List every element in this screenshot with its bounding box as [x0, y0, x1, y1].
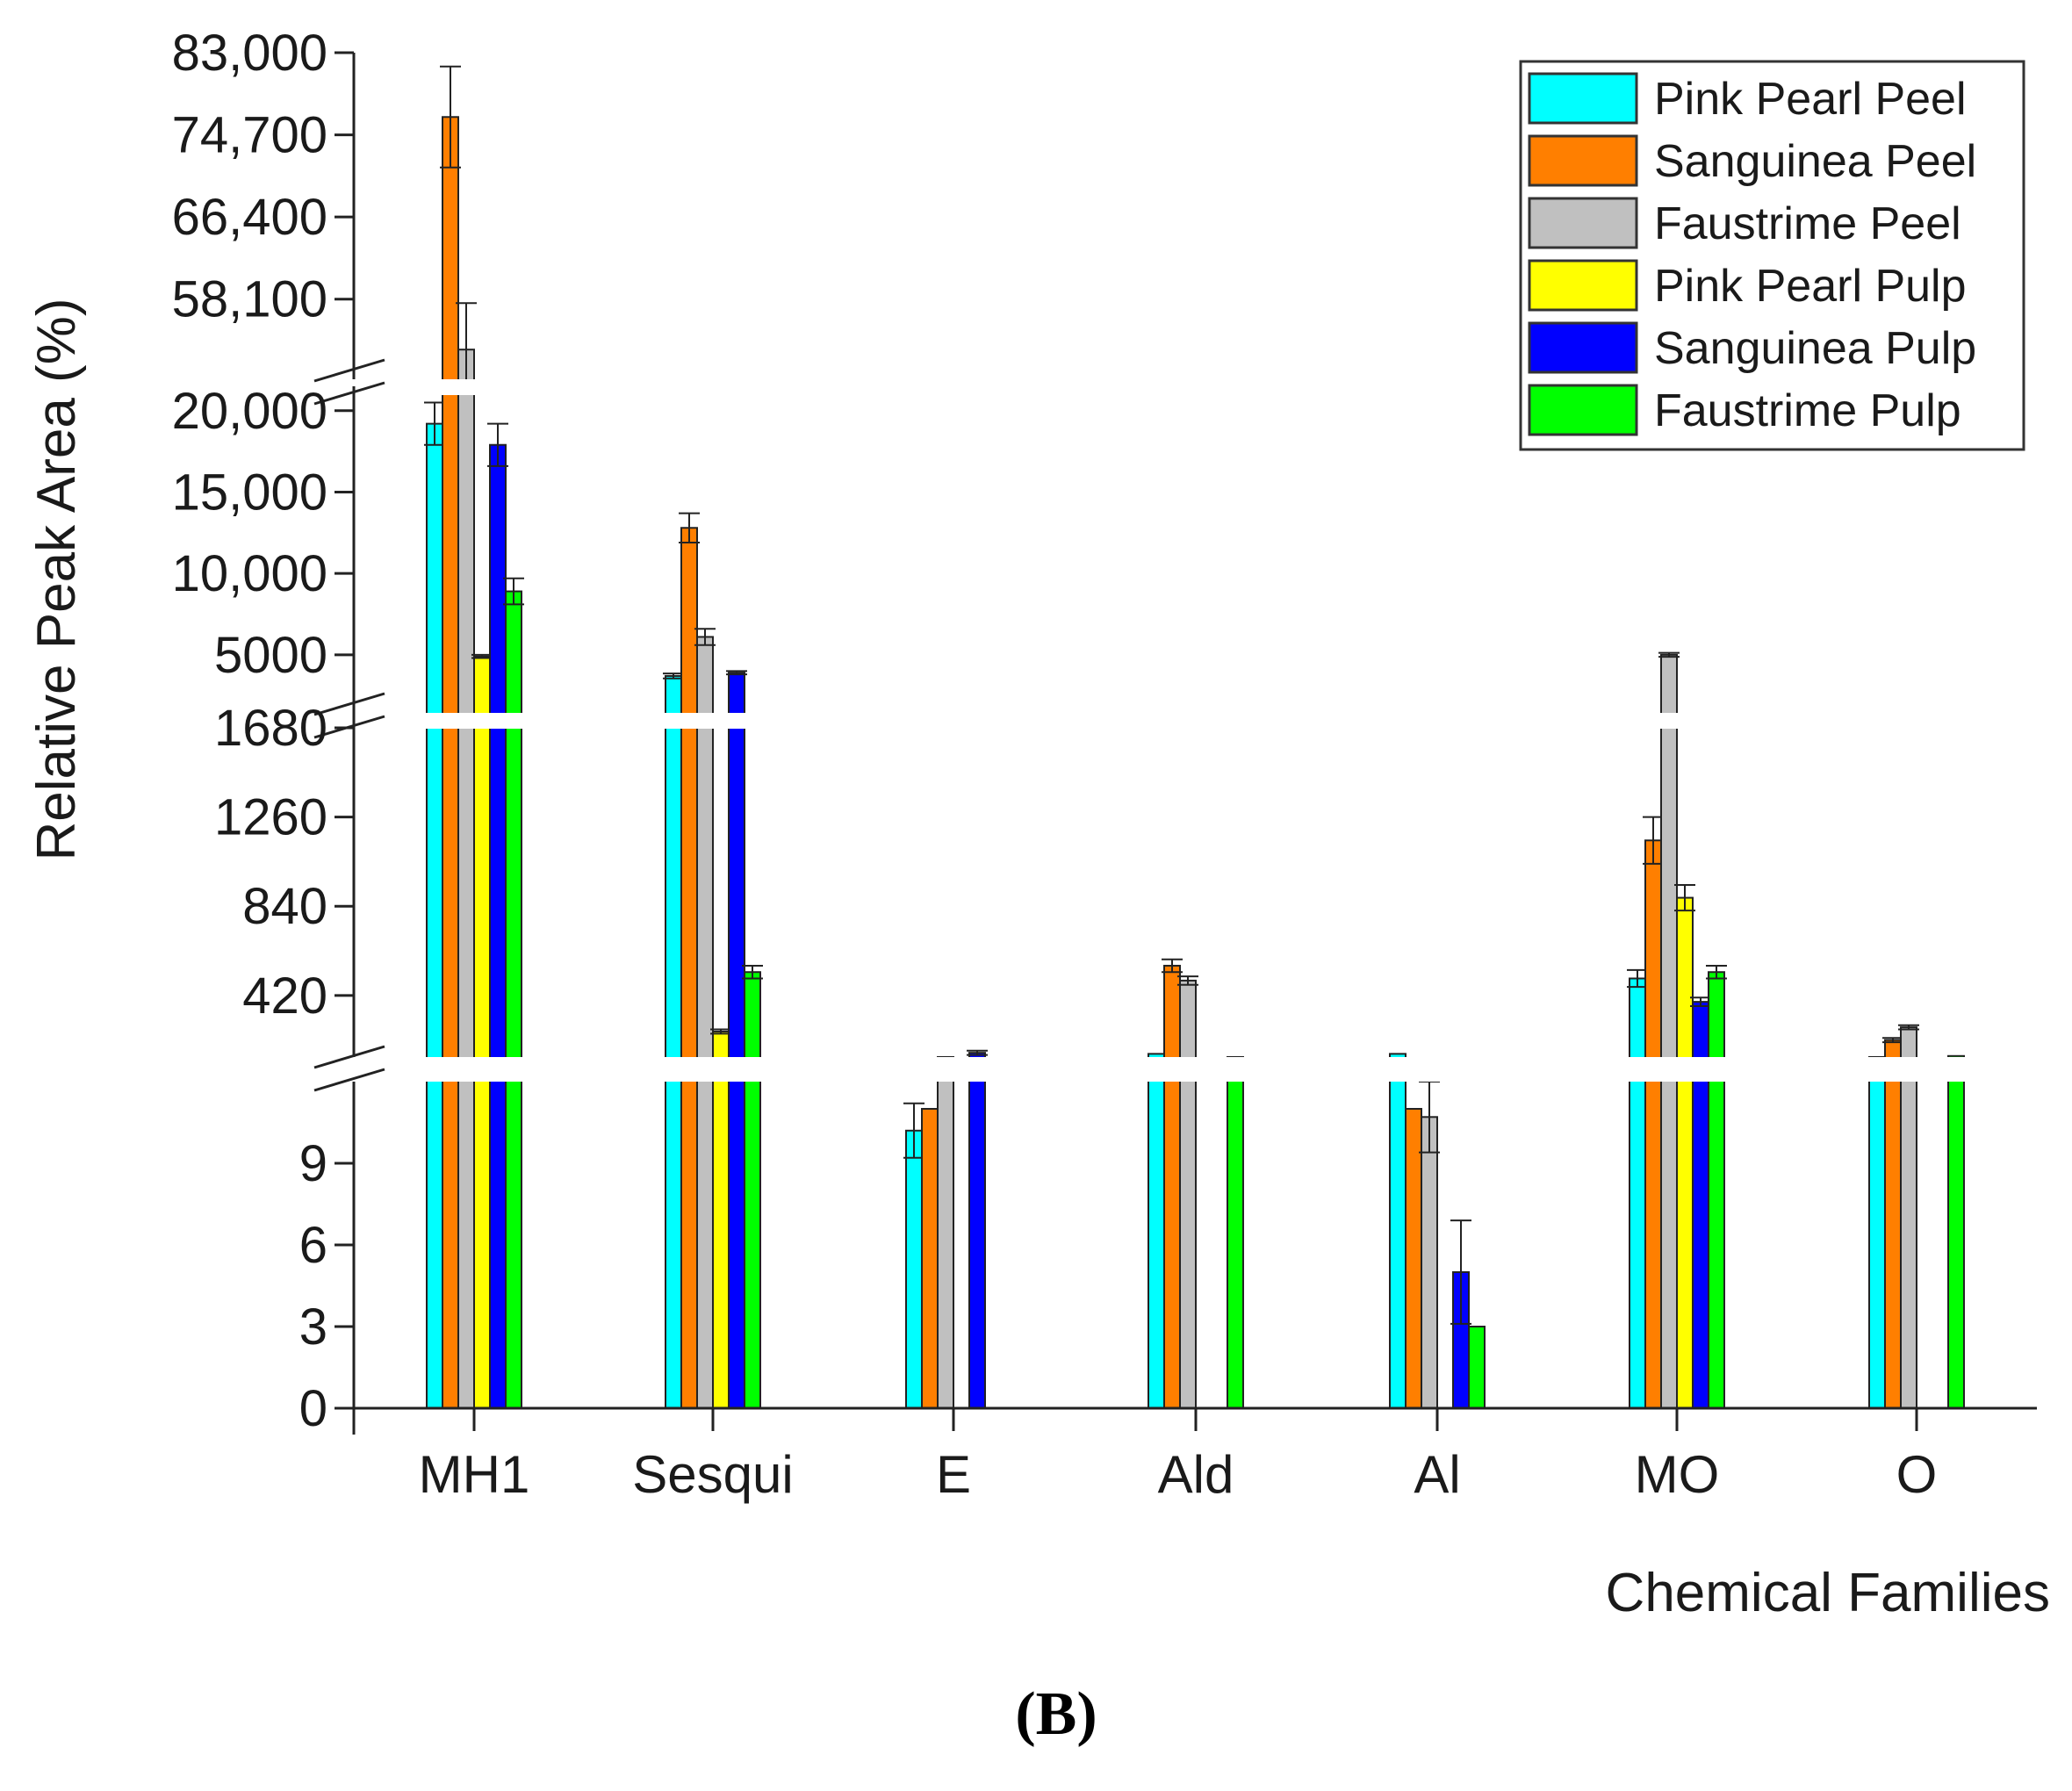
legend-swatch — [1528, 134, 1638, 187]
bar — [1947, 1054, 1965, 1409]
legend-swatch — [1528, 72, 1638, 125]
bar — [1421, 1116, 1438, 1410]
bar — [1389, 1053, 1407, 1409]
bar — [696, 636, 714, 1409]
y-tick-label: 6 — [299, 1217, 327, 1274]
legend-swatch — [1528, 321, 1638, 374]
bar — [1868, 1056, 1886, 1409]
axis-break-mark — [313, 692, 385, 716]
y-tick-label: 15,000 — [172, 464, 327, 521]
bar — [905, 1129, 923, 1410]
bar — [712, 1030, 730, 1410]
bar — [1163, 964, 1181, 1410]
y-tick-label: 5000 — [214, 627, 327, 684]
labels-layer: 0 3 6 9 420 840 1260 1680 5000 10,000 15,000 20,000… — [172, 25, 1938, 1504]
bar — [968, 1052, 986, 1409]
bar — [665, 674, 682, 1409]
axis-break-mark — [313, 358, 385, 383]
legend-label: Faustrime Peel — [1654, 198, 1961, 249]
bar — [1405, 1108, 1422, 1409]
y-tick-label: 9 — [299, 1135, 327, 1192]
axis-break-gap — [356, 713, 2040, 729]
y-tick-label: 10,000 — [172, 545, 327, 602]
legend-swatch — [1528, 384, 1638, 436]
bar — [1148, 1053, 1165, 1409]
y-tick-label: 58,100 — [172, 271, 327, 328]
bar — [426, 422, 443, 1409]
bar — [744, 971, 761, 1409]
axis-break-mark — [313, 715, 385, 739]
legend-label: Sanguinea Pulp — [1654, 323, 1976, 374]
x-tick-label: O — [1896, 1445, 1938, 1504]
bar — [728, 672, 745, 1409]
x-tick-label: E — [936, 1445, 971, 1504]
y-tick-label: 840 — [242, 878, 327, 935]
y-tick-label: 3 — [299, 1298, 327, 1356]
bar — [921, 1108, 939, 1409]
bar — [1660, 653, 1678, 1409]
bar — [1708, 971, 1725, 1409]
x-tick-label: Al — [1414, 1445, 1460, 1504]
axis-break-gap — [356, 1057, 2040, 1082]
bar — [1179, 979, 1197, 1409]
y-tick-label: 0 — [299, 1380, 327, 1437]
bar — [1644, 839, 1662, 1409]
legend-label: Pink Pearl Peel — [1654, 74, 1967, 125]
bar — [1629, 977, 1646, 1409]
y-tick-label: 420 — [242, 967, 327, 1025]
x-axis-title: Chemical Families — [1606, 1563, 2050, 1623]
y-tick-label: 1260 — [214, 789, 327, 846]
x-tick-label: Sesqui — [632, 1445, 793, 1504]
bar — [1676, 896, 1694, 1409]
legend-swatch — [1528, 197, 1638, 249]
legend-label: Sanguinea Peel — [1654, 136, 1976, 187]
panel-label: (B) — [1015, 1680, 1097, 1748]
bar — [1900, 1026, 1917, 1409]
y-tick-label: 74,700 — [172, 107, 327, 164]
bar — [457, 349, 475, 1410]
x-tick-label: MO — [1635, 1445, 1720, 1504]
legend: Pink Pearl Peel Sanguinea Peel Faustrime P… — [1519, 60, 2025, 451]
bar — [680, 527, 698, 1409]
x-tick-label: MH1 — [419, 1445, 530, 1504]
bar — [937, 1056, 954, 1409]
axis-layer — [313, 51, 2037, 1435]
bar — [1468, 1326, 1486, 1409]
bar — [1884, 1039, 1902, 1410]
bar — [473, 655, 491, 1409]
bar — [1227, 1056, 1244, 1409]
legend-swatch — [1528, 259, 1638, 312]
legend-label: Pink Pearl Pulp — [1654, 261, 1967, 312]
axis-break-mark — [313, 381, 385, 406]
bar — [489, 443, 507, 1410]
bar — [442, 116, 459, 1410]
axis-break-mark — [313, 1068, 385, 1092]
y-tick-label: 20,000 — [172, 383, 327, 440]
y-tick-label: 66,400 — [172, 189, 327, 246]
legend-label: Faustrime Pulp — [1654, 385, 1961, 436]
y-axis-title: Relative Peak Area (%) — [26, 298, 87, 861]
axis-break-mark — [313, 1045, 385, 1069]
x-tick-label: Ald — [1158, 1445, 1234, 1504]
y-tick-label: 83,000 — [172, 25, 327, 82]
y-tick-label: 1680 — [214, 700, 327, 757]
